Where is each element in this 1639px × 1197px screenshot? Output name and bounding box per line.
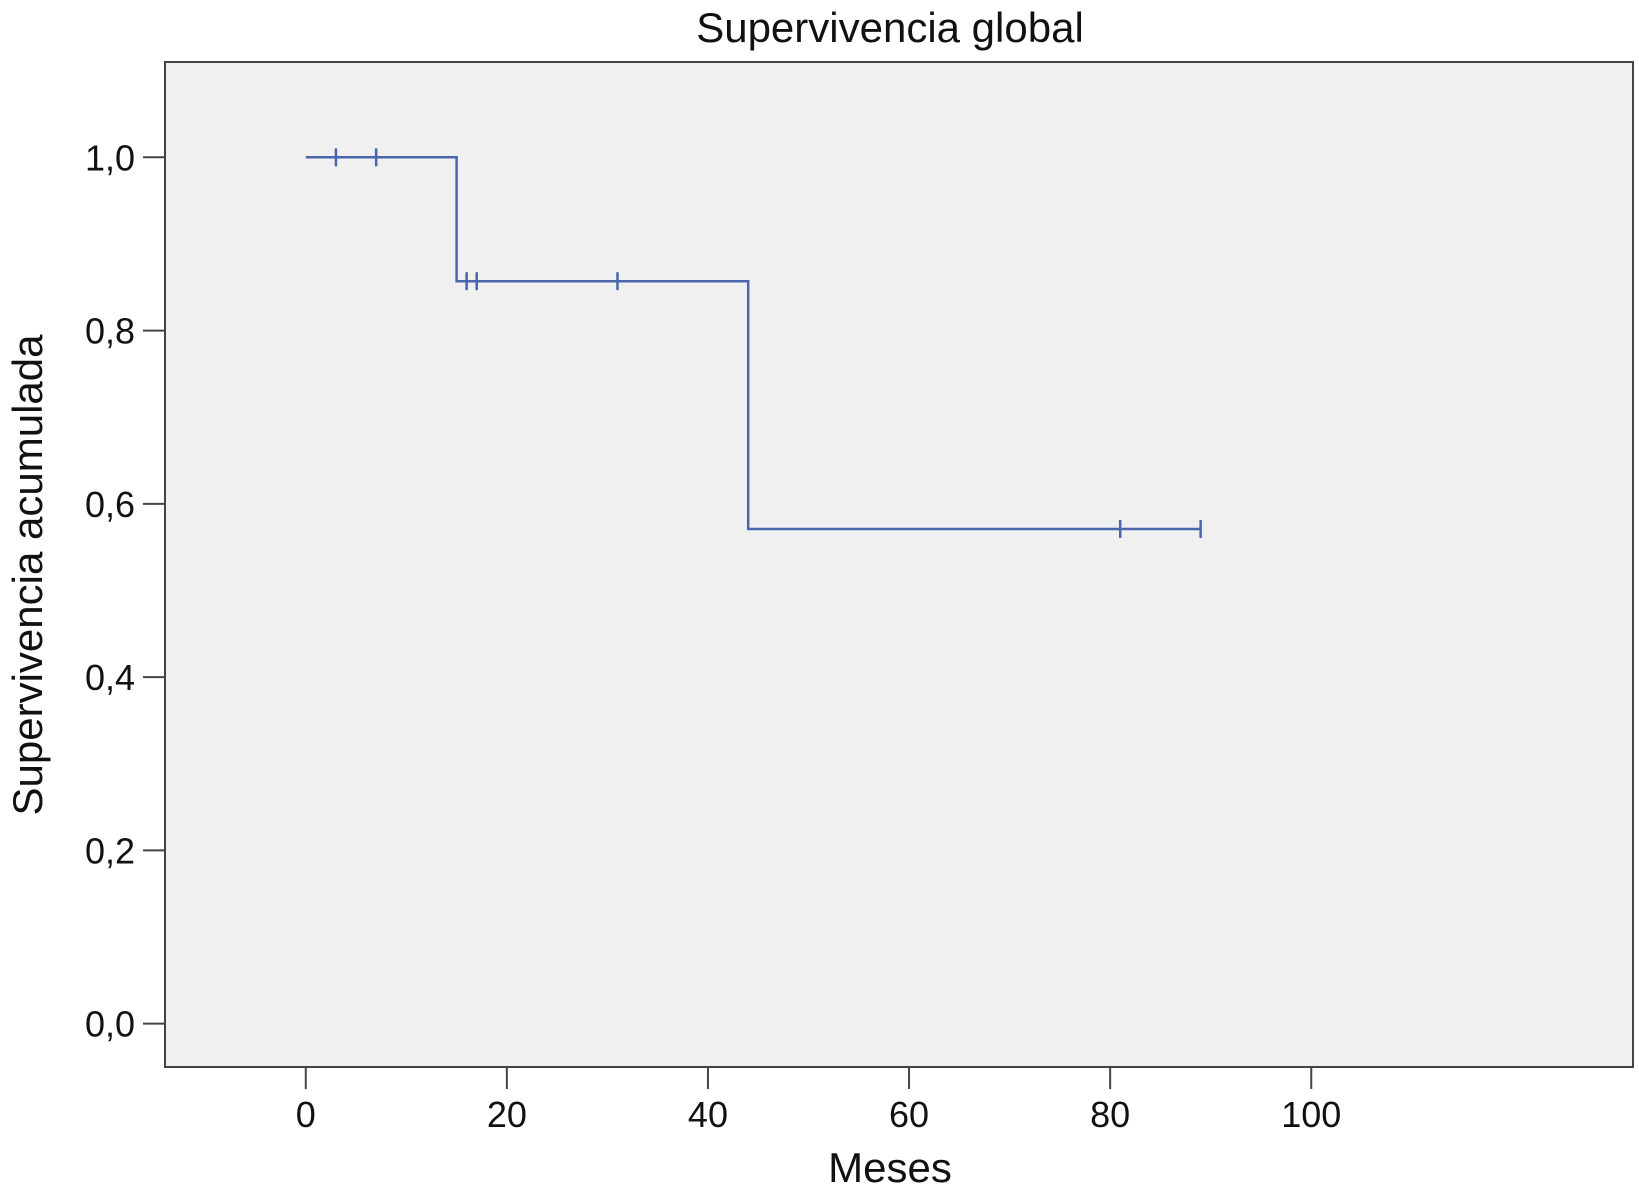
plot-area: [164, 61, 1634, 1068]
y-tick-label: 0,6: [85, 484, 135, 525]
y-tick-label: 0,4: [85, 657, 135, 698]
x-tick-label: 40: [688, 1094, 728, 1135]
survival-curve: [305, 156, 1201, 531]
y-axis-title: Supervivencia acumulada: [4, 334, 51, 816]
x-tick-label: 80: [1090, 1094, 1130, 1135]
chart-title: Supervivencia global: [696, 4, 1084, 51]
x-tick-label: 60: [889, 1094, 929, 1135]
series-layer: [305, 148, 1202, 538]
y-tick-label: 0,0: [85, 1004, 135, 1045]
x-tick-label: 20: [487, 1094, 527, 1135]
x-axis-title: Meses: [828, 1144, 952, 1191]
x-tick-label: 0: [296, 1094, 316, 1135]
y-tick-label: 1,0: [85, 137, 135, 178]
y-tick-label: 0,8: [85, 311, 135, 352]
x-tick-label: 100: [1281, 1094, 1341, 1135]
x-axis: 0 20 40 60 80 100: [296, 1067, 1341, 1135]
y-axis: 0,0 0,2 0,4 0,6 0,8 1,0: [85, 137, 165, 1045]
y-tick-label: 0,2: [85, 830, 135, 871]
